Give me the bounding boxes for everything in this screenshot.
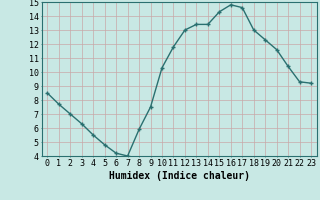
X-axis label: Humidex (Indice chaleur): Humidex (Indice chaleur) xyxy=(109,171,250,181)
